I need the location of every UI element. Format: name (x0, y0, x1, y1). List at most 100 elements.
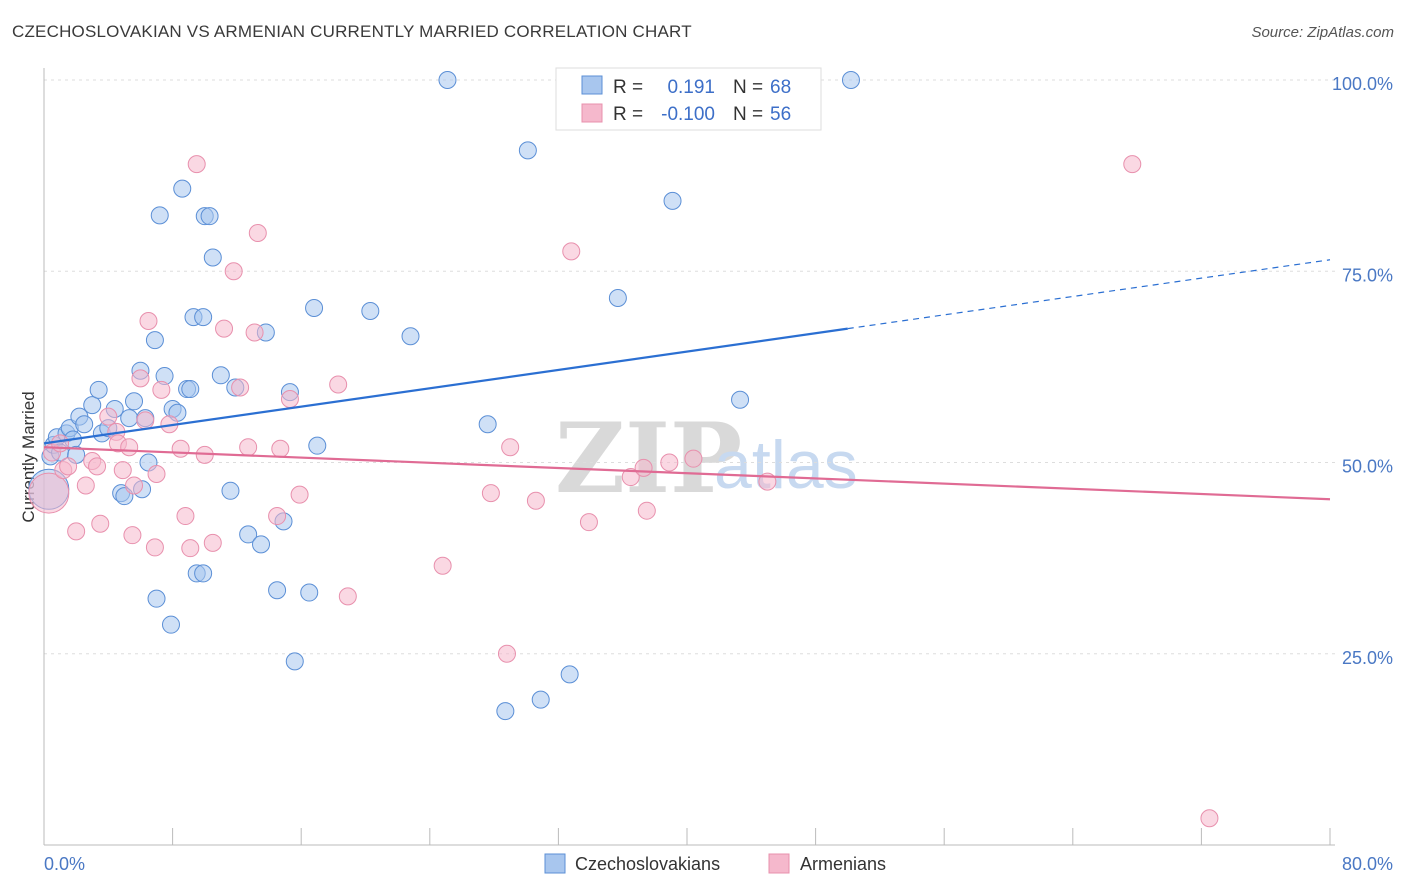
legend-r-value-czech: 0.191 (667, 77, 715, 98)
armenian-point-13 (113, 461, 132, 480)
czech-point-50 (285, 652, 304, 671)
series-legend-label-armenian: Armenians (800, 854, 886, 874)
armenian-point-44 (497, 644, 516, 663)
armenian-point-2 (51, 434, 70, 453)
armenian-point-56 (1200, 809, 1219, 828)
armenian-point-9 (91, 514, 110, 533)
czech-point-44 (239, 525, 258, 544)
czech-point-53 (308, 436, 327, 455)
y-tick-label-100: 100.0% (1332, 74, 1393, 94)
armenian-point-51 (637, 501, 656, 520)
czech-point-25 (147, 589, 166, 608)
czech-trend-line (43, 327, 848, 445)
source-credit: Source: ZipAtlas.com (1251, 24, 1394, 41)
czech-point-56 (438, 71, 457, 89)
armenian-point-15 (123, 526, 142, 545)
y-tick-label-75: 75.0% (1342, 265, 1393, 285)
armenian-point-0 (28, 472, 70, 514)
armenian-point-27 (187, 155, 206, 174)
armenian-point-47 (562, 242, 581, 261)
armenian-point-41 (338, 587, 357, 606)
legend-n-value-armenian: 56 (770, 104, 791, 125)
armenian-point-39 (290, 485, 309, 504)
armenian-point-38 (280, 390, 299, 409)
y-tick-label-25: 25.0% (1342, 648, 1393, 668)
armenian-point-42 (433, 556, 452, 575)
armenian-trend-line (43, 446, 1331, 501)
czech-point-19 (125, 392, 144, 411)
armenian-point-35 (248, 224, 267, 242)
czech-point-65 (841, 71, 860, 89)
czech-trend-line-extension (847, 259, 1331, 330)
armenian-point-52 (660, 453, 679, 472)
series-czechoslovakians (28, 71, 860, 721)
armenian-point-6 (76, 476, 95, 495)
armenian-point-31 (224, 262, 243, 281)
legend-n-value-czech: 68 (770, 77, 791, 98)
trend-lines (43, 259, 1331, 501)
czech-point-10 (75, 415, 94, 434)
stats-legend: R = 0.191 N = 68 R = -0.100 N = 56 (555, 67, 822, 131)
czech-point-64 (731, 390, 750, 409)
armenian-point-17 (131, 369, 150, 388)
armenian-point-36 (268, 507, 287, 526)
armenian-point-53 (684, 449, 703, 468)
czech-point-12 (89, 380, 108, 399)
armenian-point-37 (271, 439, 290, 458)
armenian-point-46 (526, 491, 545, 510)
armenian-point-48 (579, 513, 598, 532)
armenian-point-25 (176, 507, 195, 526)
armenian-point-20 (145, 538, 164, 557)
chart-title: CZECHOSLOVAKIAN VS ARMENIAN CURRENTLY MA… (12, 22, 692, 41)
czech-point-61 (560, 665, 579, 684)
czech-point-47 (268, 581, 287, 600)
legend-n-label-armenian: N = (733, 104, 763, 125)
series-legend: Czechoslovakians Armenians (544, 853, 886, 874)
legend-r-label-armenian: R = (613, 104, 643, 125)
czech-point-51 (300, 583, 319, 602)
armenian-point-45 (501, 438, 520, 457)
series-legend-swatch-czech (544, 853, 566, 874)
x-axis-ticks (43, 828, 1331, 845)
armenian-point-33 (239, 438, 258, 457)
czech-point-42 (221, 481, 240, 500)
czech-point-36 (194, 564, 213, 583)
czech-point-41 (211, 366, 230, 385)
czech-point-45 (252, 535, 271, 554)
armenian-point-21 (147, 464, 166, 483)
armenian-point-8 (88, 457, 107, 476)
armenian-point-29 (203, 533, 222, 552)
legend-n-label-czech: N = (733, 77, 763, 98)
gridlines (44, 79, 1335, 655)
czech-point-39 (200, 207, 219, 226)
czech-point-58 (496, 702, 515, 721)
legend-r-label-czech: R = (613, 77, 643, 98)
armenian-point-4 (59, 457, 78, 476)
armenian-point-40 (329, 375, 348, 394)
czech-point-54 (361, 302, 380, 321)
armenian-point-18 (136, 411, 155, 430)
watermark-zip: ZIP (555, 402, 742, 515)
czech-point-52 (305, 298, 324, 317)
x-tick-label-min: 0.0% (44, 854, 85, 874)
armenian-point-16 (125, 476, 144, 495)
armenian-point-49 (621, 468, 640, 487)
czech-point-60 (531, 690, 550, 709)
czech-point-11 (83, 396, 102, 415)
czech-point-18 (120, 409, 139, 428)
legend-swatch-armenian (581, 103, 603, 123)
armenian-point-10 (99, 407, 118, 426)
y-tick-label-50: 50.0% (1342, 457, 1393, 477)
armenian-point-24 (171, 439, 190, 458)
czech-point-24 (145, 331, 164, 350)
czech-point-57 (478, 415, 497, 434)
czech-point-33 (181, 380, 200, 399)
armenian-point-30 (215, 319, 234, 338)
czech-point-28 (161, 615, 180, 634)
series-legend-swatch-armenian (768, 853, 790, 874)
czech-point-55 (401, 327, 420, 346)
armenian-point-43 (481, 484, 500, 503)
armenian-point-34 (245, 323, 264, 342)
czech-point-59 (518, 141, 537, 160)
